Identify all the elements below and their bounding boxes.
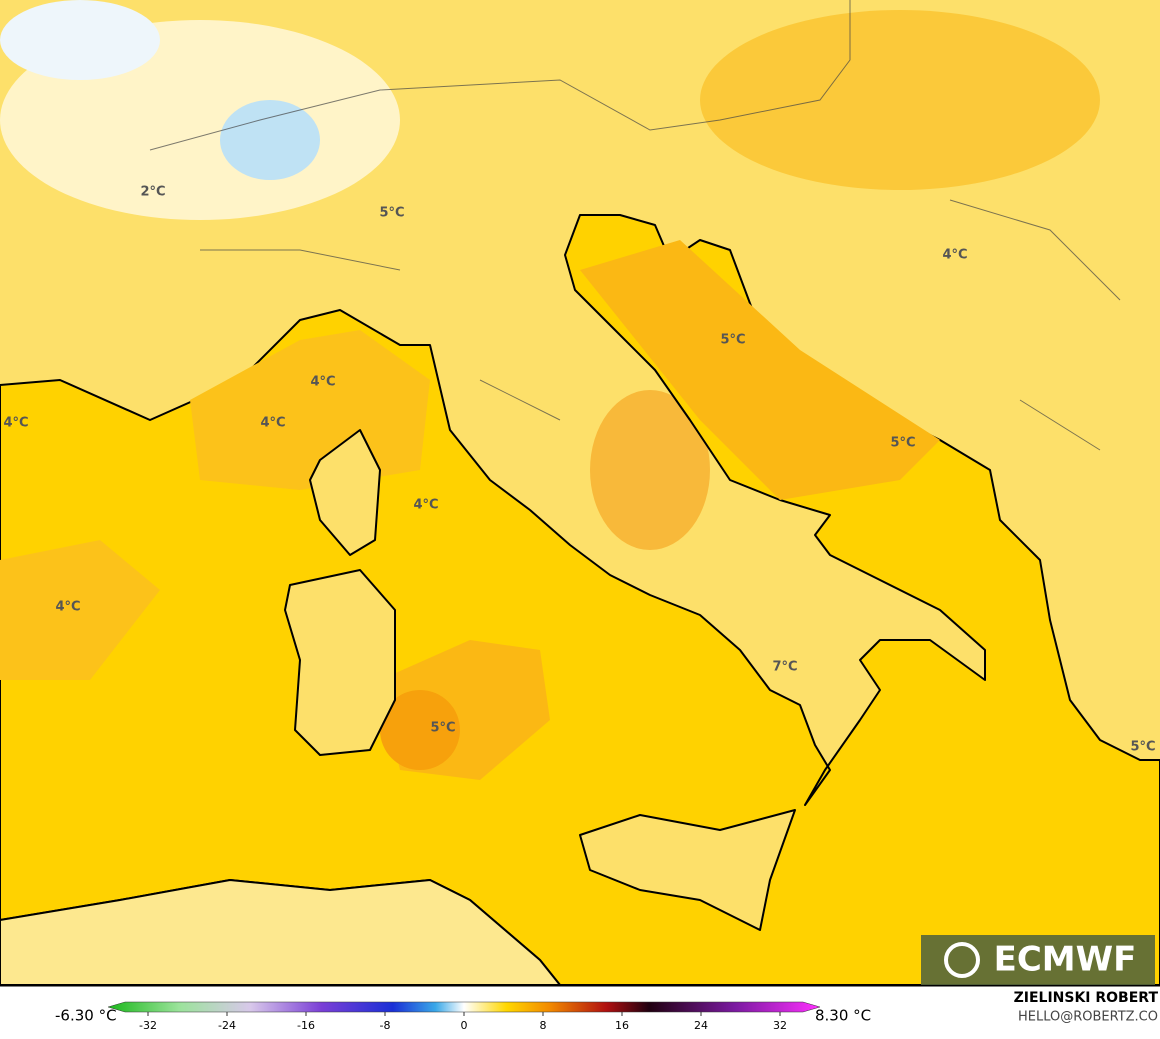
contour-label: 5°C xyxy=(379,206,404,221)
contact: HELLO@ROBERTZ.CO xyxy=(1018,1010,1158,1025)
colorbar-min: -6.30 °C xyxy=(55,1007,117,1025)
colorbar-tick-label: -32 xyxy=(139,1019,157,1032)
warm-patch xyxy=(700,10,1100,190)
map: 2°C 5°C 4°C 5°C 4°C 4°C 4°C 5°C 4°C 4°C … xyxy=(0,0,1160,986)
contour-label: 5°C xyxy=(720,333,745,348)
contour-label: 5°C xyxy=(1130,740,1155,755)
contour-label: 7°C xyxy=(772,660,797,675)
contour-label: 5°C xyxy=(890,436,915,451)
contour-label: 4°C xyxy=(55,600,80,615)
author: ZIELINSKI ROBERT xyxy=(1014,990,1159,1006)
contour-label: 4°C xyxy=(3,416,28,431)
contour-label: 2°C xyxy=(140,185,165,200)
colorbar-tick-label: -8 xyxy=(380,1019,391,1032)
corsica xyxy=(309,429,381,556)
colorbar-tick-label: -24 xyxy=(218,1019,236,1032)
colorbar-max: 8.30 °C xyxy=(815,1007,871,1025)
contour-label: 4°C xyxy=(260,416,285,431)
warm-sea xyxy=(580,240,940,500)
warm-patch xyxy=(590,390,710,550)
warm-sea xyxy=(0,540,160,680)
colorbar-tick-label: 32 xyxy=(773,1019,787,1032)
contour-label: 5°C xyxy=(430,721,455,736)
colorbar-tick-label: 24 xyxy=(694,1019,708,1032)
contour-label: 4°C xyxy=(413,498,438,513)
contour-label: 4°C xyxy=(942,248,967,263)
sicily xyxy=(579,809,796,931)
sardinia xyxy=(284,569,396,756)
cold-patch xyxy=(0,0,160,80)
colorbar-tick-label: 0 xyxy=(461,1019,468,1032)
borders xyxy=(149,0,1121,451)
africa xyxy=(0,879,561,986)
colorbar-tick-label: 16 xyxy=(615,1019,629,1032)
colorbar xyxy=(107,1001,821,1013)
colorbar-tick-label: 8 xyxy=(540,1019,547,1032)
colorbar-tick-label: -16 xyxy=(297,1019,315,1032)
warm-core xyxy=(380,690,460,770)
logo-text: ECMWF xyxy=(994,940,1137,980)
logo-icon xyxy=(944,942,980,978)
contour-label: 4°C xyxy=(310,375,335,390)
cold-patch xyxy=(220,100,320,180)
